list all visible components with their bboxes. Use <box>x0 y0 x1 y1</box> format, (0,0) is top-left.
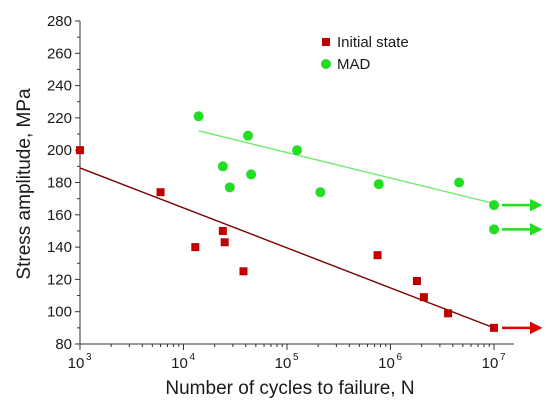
x-tick-label: 10 <box>275 355 292 372</box>
data-point-initial-state <box>490 323 498 332</box>
data-point-mad <box>243 130 254 141</box>
data-point-mad <box>454 177 465 188</box>
y-tick-label: 120 <box>47 271 72 288</box>
data-point-mad <box>217 161 228 172</box>
legend-marker-initial-state <box>322 38 330 46</box>
x-tick-label-exponent: 4 <box>190 352 196 363</box>
y-tick-label: 260 <box>47 45 72 62</box>
legend: Initial state MAD <box>321 34 409 73</box>
data-point-initial-state <box>220 238 229 247</box>
data-point-mad <box>315 187 326 198</box>
x-tick-label-exponent: 3 <box>86 352 92 363</box>
data-point-initial-state <box>444 309 453 318</box>
x-tick-label-exponent: 6 <box>397 352 403 363</box>
y-tick-label: 140 <box>47 239 72 256</box>
data-point-initial-state <box>239 267 248 276</box>
y-tick-label: 100 <box>47 304 72 321</box>
data-point-initial-state <box>191 243 200 252</box>
x-tick-label-exponent: 5 <box>293 352 299 363</box>
y-tick-label: 280 <box>47 13 72 30</box>
data-point-mad <box>224 182 235 193</box>
x-tick-label-exponent: 7 <box>500 352 506 363</box>
data-point-initial-state <box>218 226 227 235</box>
data-point-mad <box>193 111 204 122</box>
data-point-mad <box>373 179 384 190</box>
x-axis-ticks: 10 3 10 4 10 5 10 6 10 7 <box>68 344 506 372</box>
data-point-mad <box>246 169 257 180</box>
y-tick-label: 220 <box>47 110 72 127</box>
axes <box>79 21 514 345</box>
y-tick-label: 200 <box>47 142 72 159</box>
trend-line-initial-state <box>79 167 495 329</box>
y-tick-label: 180 <box>47 175 72 192</box>
y-axis-ticks: 80 100 120 140 160 180 200 220 240 260 280 <box>47 13 80 353</box>
trend-lines <box>79 130 495 329</box>
y-tick-label: 240 <box>47 78 72 95</box>
data-point-initial-state <box>373 251 382 260</box>
x-tick-label: 10 <box>171 355 188 372</box>
data-point-initial-state <box>156 188 165 197</box>
runout-arrows <box>502 198 543 335</box>
x-tick-label: 10 <box>482 355 499 372</box>
x-tick-label: 10 <box>68 355 85 372</box>
data-point-initial-state <box>76 146 84 155</box>
legend-label-initial-state: Initial state <box>337 34 409 51</box>
y-tick-label: 80 <box>55 336 72 353</box>
data-point-initial-state <box>419 293 428 302</box>
data-point-mad <box>292 145 303 156</box>
data-point-initial-state <box>412 277 421 286</box>
y-tick-label: 160 <box>47 207 72 224</box>
legend-label-mad: MAD <box>337 56 371 73</box>
x-axis-label: Number of cycles to failure, N <box>165 378 414 399</box>
data-point-mad <box>489 200 499 211</box>
y-axis-label: Stress amplitude, MPa <box>14 88 35 280</box>
legend-marker-mad <box>321 59 331 69</box>
x-tick-label: 10 <box>378 355 395 372</box>
data-point-mad <box>489 224 499 235</box>
trend-line-mad <box>198 130 495 205</box>
data-points <box>76 111 499 332</box>
